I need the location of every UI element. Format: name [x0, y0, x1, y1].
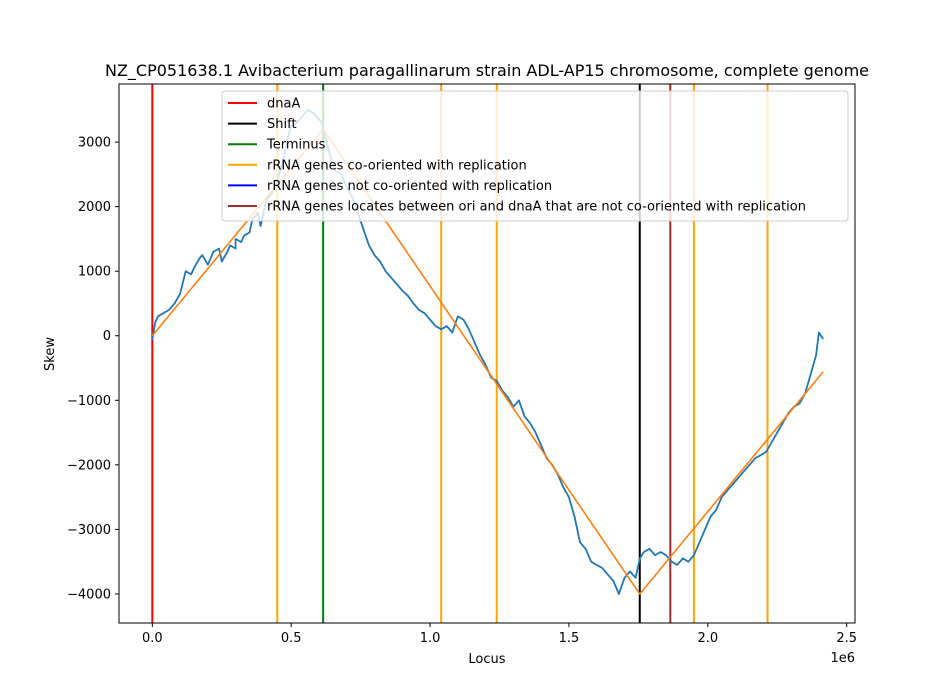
- y-tick-label: −3000: [67, 523, 111, 538]
- y-axis: −4000 −3000 −2000 −1000 0 1000 2000 3000: [67, 136, 119, 602]
- x-axis: 0.0 0.5 1.0 1.5 2.0 2.5: [142, 623, 857, 646]
- y-tick-label: 1000: [78, 265, 111, 280]
- plot-frame: [118, 83, 856, 624]
- fit-line: [151, 128, 824, 595]
- x-axis-label: Locus: [468, 652, 505, 667]
- y-tick-label: −2000: [67, 458, 111, 473]
- legend-label: dnaA: [267, 97, 300, 112]
- y-tick-label: −4000: [67, 587, 111, 602]
- legend-label: rRNA genes co-oriented with replication: [267, 158, 527, 173]
- legend-label: rRNA genes not co-oriented with replicat…: [267, 179, 552, 194]
- y-axis-label: Skew: [43, 337, 58, 371]
- legend: dnaA Shift Terminus rRNA genes co-oriented …: [221, 90, 849, 222]
- x-tick-label: 1.5: [559, 631, 580, 646]
- x-tick-label: 1.0: [420, 631, 441, 646]
- legend-box: [221, 90, 849, 222]
- x-axis-offset-label: 1e6: [830, 651, 855, 666]
- legend-label: Terminus: [266, 138, 326, 153]
- x-tick-label: 2.5: [836, 631, 857, 646]
- series-group: [151, 108, 824, 595]
- chart-title: NZ_CP051638.1 Avibacterium paragallinaru…: [105, 61, 869, 81]
- skew-line: [151, 108, 824, 595]
- legend-label: rRNA genes locates between ori and dnaA …: [267, 200, 806, 215]
- x-tick-label: 0.5: [281, 631, 302, 646]
- x-tick-label: 0.0: [142, 631, 163, 646]
- y-tick-label: 3000: [78, 136, 111, 151]
- legend-label: Shift: [267, 117, 297, 132]
- x-tick-label: 2.0: [697, 631, 718, 646]
- y-tick-label: 2000: [78, 200, 111, 215]
- y-tick-label: 0: [103, 329, 111, 344]
- y-tick-label: −1000: [67, 394, 111, 409]
